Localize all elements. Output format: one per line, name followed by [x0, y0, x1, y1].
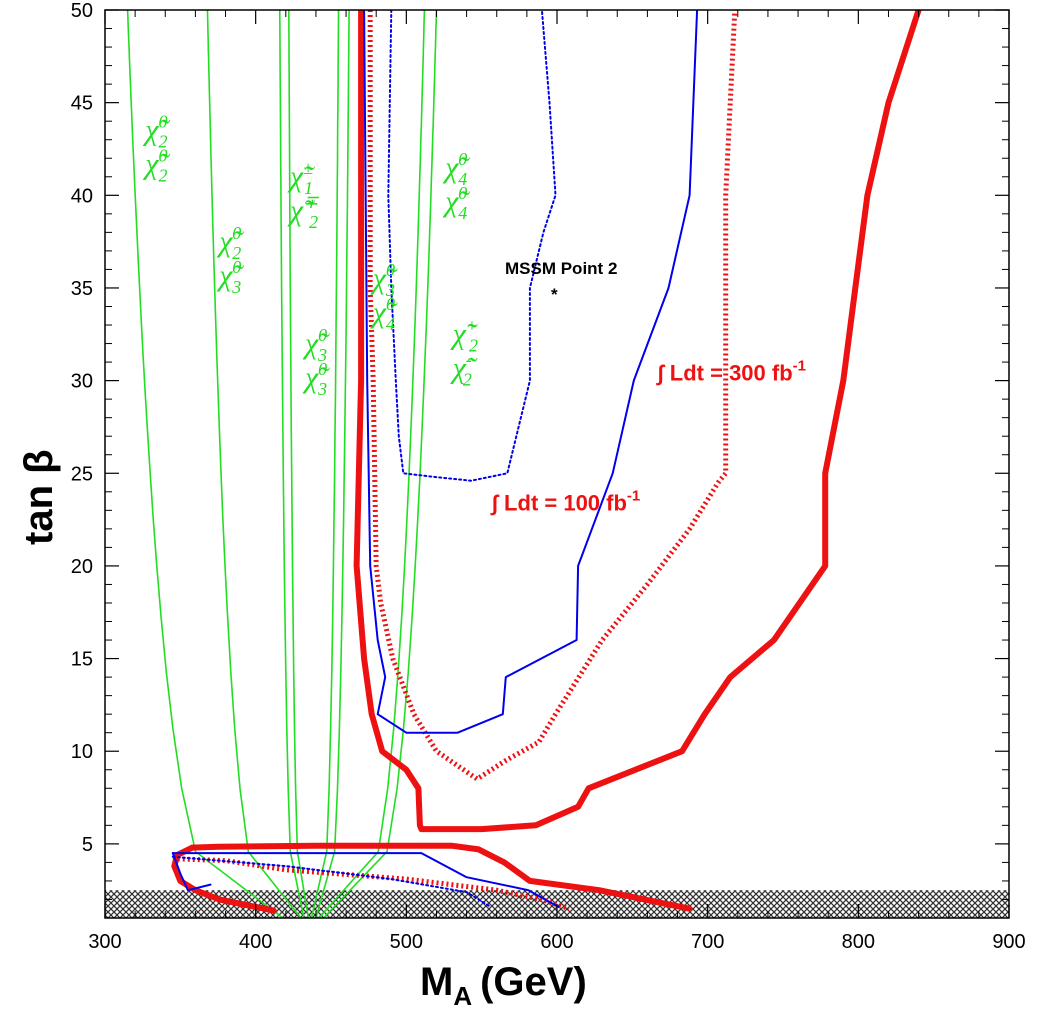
- green-contour-line: [315, 10, 350, 918]
- chi-symbol: χ̃0 2: [216, 223, 244, 263]
- chi-symbol: χ̃0 2: [142, 112, 170, 152]
- series-red-300-lower-tail: [171, 844, 277, 914]
- series-layer: [171, 10, 922, 914]
- annotations: χ̃0 2χ̃0 2χ̃0 2χ̃0 3χ̃± 1χ̃∓ 2χ̃0 3χ̃0 3χ̃0 3χ̃0 4…: [142, 112, 806, 516]
- chi-symbol: χ̃0 3: [302, 325, 330, 365]
- series-red-100-dotted-lower: [172, 856, 570, 912]
- y-tick-label: 15: [71, 649, 93, 671]
- green-contours: [126, 10, 438, 918]
- series-blue-dotted-point2: [387, 10, 557, 482]
- lumi-300-label: ∫ Ldt = 300 fb-1: [656, 358, 806, 386]
- y-tick-label: 25: [71, 463, 93, 485]
- chi-symbol: χ̃0 4: [370, 294, 398, 334]
- chi-symbol: χ̃0 2: [142, 146, 170, 186]
- label-chi3-chi4: χ̃0 3χ̃0 4: [370, 260, 398, 334]
- label-chi2p-chi2m: χ̃+ 2χ̃-2: [450, 316, 478, 390]
- y-tick-label: 50: [71, 0, 93, 22]
- y-axis-title: tan β: [17, 449, 61, 545]
- chi-symbol: χ̃0 3: [302, 359, 330, 399]
- x-tick-label: 900: [992, 931, 1025, 953]
- y-tick-label: 10: [71, 741, 93, 763]
- y-tick-label: 35: [71, 278, 93, 300]
- series-blue-solid: [363, 10, 699, 734]
- green-contour-line: [287, 10, 310, 918]
- series-red-300-lower: [189, 842, 693, 912]
- series-red-100-dotted: [367, 10, 738, 782]
- chi-symbol: χ̃0 4: [442, 183, 470, 223]
- chi-symbol: χ̃0 3: [216, 257, 244, 297]
- chi-symbol: χ̃+ 2: [450, 316, 478, 356]
- label-chi2-chi3: χ̃0 2χ̃0 3: [216, 223, 244, 297]
- mssm-point-2-marker: *: [551, 285, 558, 304]
- green-contour-line: [278, 10, 305, 918]
- label-chi1pm-chi2mp: χ̃± 1χ̃∓ 2: [287, 158, 319, 232]
- chi-symbol: χ̃0 3: [370, 260, 398, 300]
- plot-frame: [104, 9, 1010, 919]
- lumi-100-label: ∫ Ldt = 100 fb-1: [490, 487, 640, 515]
- series-blue-solid-lower-tail: [171, 852, 212, 892]
- label-chi3-chi3: χ̃0 3χ̃0 3: [302, 325, 330, 399]
- x-axis-title: MA (GeV): [420, 960, 587, 1011]
- x-tick-label: 700: [691, 931, 724, 953]
- green-contour-line: [310, 10, 340, 918]
- label-chi2-chi2: χ̃0 2χ̃0 2: [142, 112, 170, 186]
- y-tick-label: 40: [71, 185, 93, 207]
- chi-symbol: χ̃∓ 2: [287, 192, 319, 232]
- chi-symbol: χ̃± 1: [287, 158, 315, 198]
- x-tick-label: 400: [239, 931, 272, 953]
- green-contour-line: [322, 10, 438, 918]
- series-blue-dotted-lower: [171, 855, 492, 908]
- series-red-300-thick: [353, 10, 922, 833]
- green-contour-line: [206, 10, 302, 918]
- series-blue-solid-lower: [171, 852, 560, 908]
- x-tick-label: 500: [390, 931, 423, 953]
- y-tick-label: 20: [71, 556, 93, 578]
- chi-symbol: χ̃0 4: [442, 149, 470, 189]
- axes-ticks: 300 400 500 600 700 800 900 5 10 15 20 25 30 35 40 45 50: [71, 0, 1026, 953]
- mssm-point-2-label: MSSM Point 2: [505, 259, 617, 278]
- y-tick-label: 5: [82, 834, 93, 856]
- x-tick-label: 800: [842, 931, 875, 953]
- y-tick-label: 45: [71, 93, 93, 115]
- y-tick-label: 30: [71, 371, 93, 393]
- x-tick-label: 600: [540, 931, 573, 953]
- green-contour-line: [318, 10, 426, 918]
- green-contour-line: [126, 10, 284, 918]
- x-tick-label: 300: [88, 931, 121, 953]
- label-chi4-chi4: χ̃0 4χ̃0 4: [442, 149, 470, 223]
